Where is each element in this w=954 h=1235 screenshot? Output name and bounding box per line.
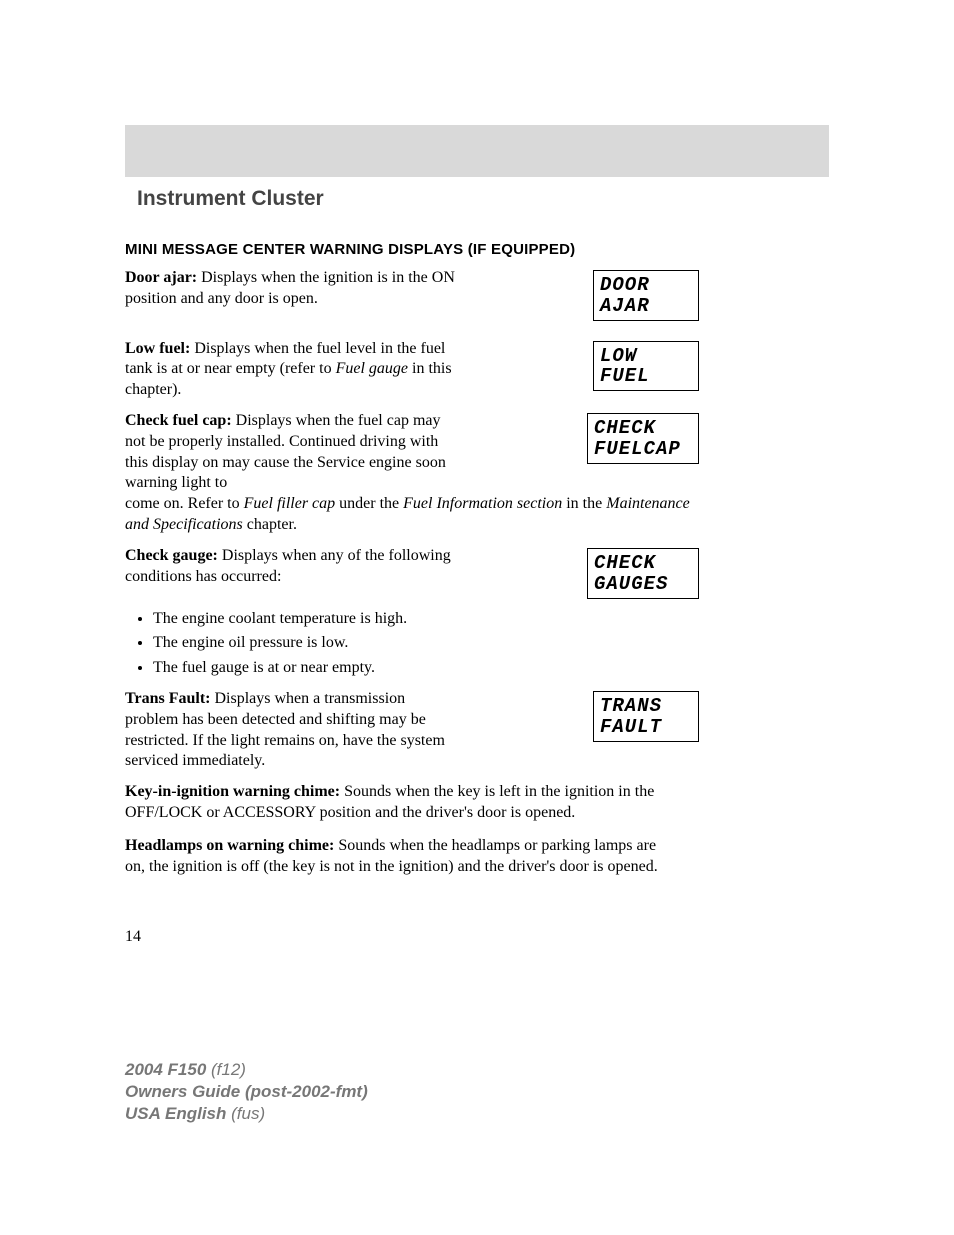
entry-check-fuel-cap: CHECK FUELCAP Check fuel cap: Displays w…	[125, 411, 829, 536]
list-item: The fuel gauge is at or near empty.	[153, 658, 829, 679]
lcd-line: GAUGES	[594, 574, 692, 595]
section-heading: MINI MESSAGE CENTER WARNING DISPLAYS (IF…	[125, 240, 829, 260]
header-stripe	[125, 125, 829, 177]
entry-label: Check fuel cap:	[125, 412, 232, 429]
check-gauge-bullets: The engine coolant temperature is high. …	[125, 609, 829, 679]
entry-body: chapter.	[243, 516, 297, 533]
page-number: 14	[125, 927, 829, 948]
entry-key-chime: Key-in-ignition warning chime: Sounds wh…	[125, 782, 665, 824]
footer-text: (fus)	[231, 1104, 265, 1123]
footer-text: (f12)	[211, 1060, 246, 1079]
lcd-line: CHECK	[594, 418, 692, 439]
entry-text: Door ajar: Displays when the ignition is…	[125, 268, 460, 310]
entry-trans-fault: TRANS FAULT Trans Fault: Displays when a…	[125, 689, 829, 772]
lcd-check-gauges: CHECK GAUGES	[587, 548, 699, 599]
lcd-line: FUEL	[600, 366, 692, 387]
entry-body-italic: Fuel gauge	[336, 360, 408, 377]
footer-text: 2004 F150	[125, 1060, 211, 1079]
entry-label: Low fuel:	[125, 340, 190, 357]
lcd-trans-fault: TRANS FAULT	[593, 691, 699, 742]
entry-text: Check gauge: Displays when any of the fo…	[125, 546, 460, 588]
footer-line: 2004 F150 (f12)	[125, 1059, 368, 1081]
entry-label: Trans Fault:	[125, 690, 210, 707]
lcd-line: FAULT	[600, 717, 692, 738]
footer: 2004 F150 (f12) Owners Guide (post-2002-…	[125, 1059, 368, 1125]
entry-label: Check gauge:	[125, 547, 218, 564]
entry-label: Headlamps on warning chime:	[125, 837, 334, 854]
entry-continuation: come on. Refer to Fuel filler cap under …	[125, 494, 695, 536]
lcd-door-ajar: DOOR AJAR	[593, 270, 699, 321]
lcd-line: TRANS	[600, 696, 692, 717]
entry-body: come on. Refer to	[125, 495, 244, 512]
lcd-line: AJAR	[600, 296, 692, 317]
list-item: The engine oil pressure is low.	[153, 633, 829, 654]
lcd-line: FUELCAP	[594, 439, 692, 460]
entry-check-gauge: CHECK GAUGES Check gauge: Displays when …	[125, 546, 829, 599]
entry-low-fuel: LOW FUEL Low fuel: Displays when the fue…	[125, 339, 829, 401]
entry-label: Key-in-ignition warning chime:	[125, 783, 340, 800]
footer-text: USA English	[125, 1104, 231, 1123]
lcd-line: DOOR	[600, 275, 692, 296]
entry-door-ajar: DOOR AJAR Door ajar: Displays when the i…	[125, 268, 829, 321]
entry-body-italic: Fuel filler cap	[244, 495, 336, 512]
entry-body: under the	[335, 495, 403, 512]
footer-line: Owners Guide (post-2002-fmt)	[125, 1081, 368, 1103]
entry-text: Check fuel cap: Displays when the fuel c…	[125, 411, 460, 494]
list-item: The engine coolant temperature is high.	[153, 609, 413, 630]
lcd-line: LOW	[600, 346, 692, 367]
lcd-line: CHECK	[594, 553, 692, 574]
entry-text: Trans Fault: Displays when a transmissio…	[125, 689, 460, 772]
footer-line: USA English (fus)	[125, 1103, 368, 1125]
entry-text: Low fuel: Displays when the fuel level i…	[125, 339, 460, 401]
entry-body-italic: Fuel Information section	[403, 495, 562, 512]
lcd-check-fuelcap: CHECK FUELCAP	[587, 413, 699, 464]
lcd-low-fuel: LOW FUEL	[593, 341, 699, 392]
chapter-title: Instrument Cluster	[125, 177, 829, 222]
entry-label: Door ajar:	[125, 269, 197, 286]
entry-body: in the	[562, 495, 606, 512]
entry-headlamp-chime: Headlamps on warning chime: Sounds when …	[125, 836, 665, 878]
